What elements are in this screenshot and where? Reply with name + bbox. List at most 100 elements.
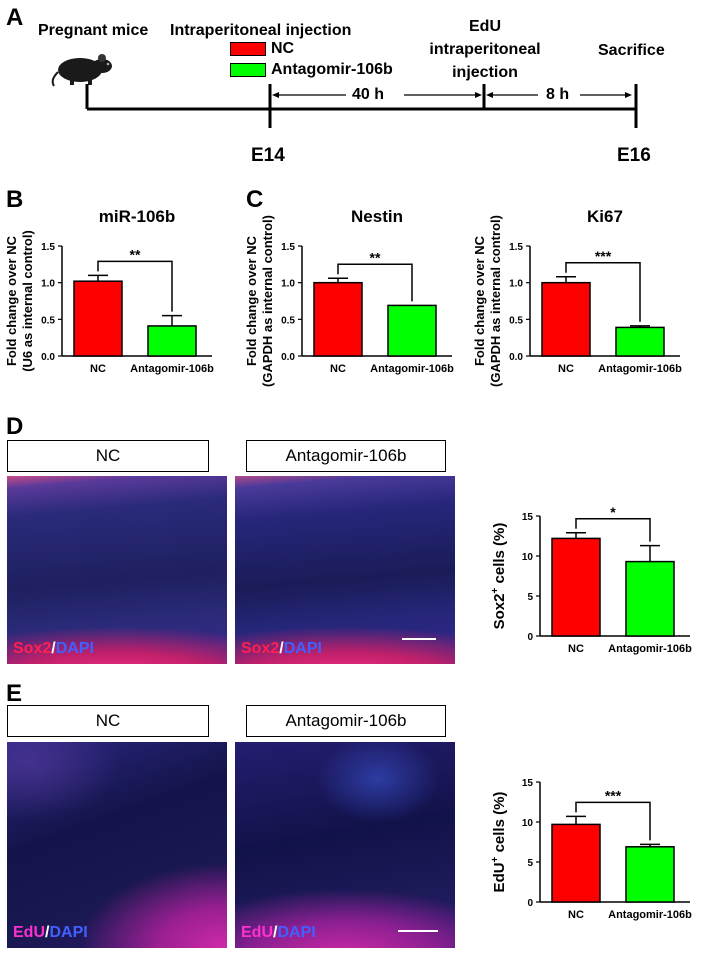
mouse-icon: [51, 54, 112, 87]
nestin-ytick-label: 0.5: [281, 315, 295, 326]
edu-xlabel-1: Antagomir-106b: [608, 909, 692, 921]
pregnant-mice-label: Pregnant mice: [38, 22, 149, 39]
timeline-lines: [85, 84, 638, 128]
mir106b-ytick-label: 0.0: [41, 352, 55, 363]
edu-ylabel-sup: +: [490, 856, 501, 862]
sox2-ylabel-name: Sox2: [491, 594, 508, 630]
mir106b-xlabel-1: Antagomir-106b: [130, 363, 214, 375]
ki67-title: Ki67: [587, 207, 623, 226]
edu-xlabel-0: NC: [568, 909, 584, 921]
day-e14: E14: [251, 145, 285, 166]
anta-legend-label: Antagomir-106b: [271, 61, 393, 78]
d-nc-stain-label: Sox2/DAPI: [13, 640, 94, 658]
nestin-title: Nestin: [351, 207, 403, 226]
ki67-xlabel-1: Antagomir-106b: [598, 363, 682, 375]
edu-ylabel: EdU+ cells (%): [490, 792, 508, 893]
sox2-bar-1: [625, 560, 675, 637]
d-nc-label-box: NC: [7, 440, 209, 472]
edu-ytick-label: 10: [522, 818, 534, 829]
e-anta-stain-edu: EdU: [241, 924, 273, 941]
nestin-sig-label: **: [370, 249, 381, 265]
d-nc-stain-sox2: Sox2: [13, 640, 52, 657]
e-anta-label-box: Antagomir-106b: [246, 705, 446, 737]
edu-ytick-label: 15: [522, 778, 534, 789]
d-nc-stain-slash: /: [51, 640, 56, 657]
edu-ylabel-name: EdU: [491, 862, 508, 892]
ki67-bar-0: [541, 281, 591, 357]
edu-bar-0: [551, 823, 601, 903]
nestin-svg: Nestin 0.0 0.5 1.0 1.5 Fold change over NC (GA…: [244, 207, 454, 387]
edu-ylabel-rest: cells (%): [491, 792, 508, 857]
d-nc-stain-dapi: DAPI: [55, 640, 94, 657]
mir106b-ylabel-1: Fold change over NC: [4, 235, 19, 366]
mir106b-ytick-label: 1.0: [41, 279, 55, 290]
edu-bar-1: [625, 846, 675, 903]
injection-label: Intraperitoneal injection: [170, 22, 352, 39]
e-nc-stain-dapi: DAPI: [49, 924, 88, 941]
edu-label-3: injection: [452, 64, 518, 81]
nestin-ylabel-2: (GAPDH as internal control): [260, 215, 275, 387]
sox2-ytick-label: 10: [522, 552, 534, 563]
nestin-bar-1: [387, 304, 437, 357]
ki67-svg: Ki67 0.0 0.5 1.0 1.5 Fold change over NC (GAPD…: [472, 207, 682, 387]
panel-letter-a: A: [6, 4, 24, 31]
anta-legend-swatch: [230, 63, 266, 77]
ki67-ylabel-2: (GAPDH as internal control): [488, 215, 503, 387]
d-anta-stain-slash: /: [279, 640, 284, 657]
panel-letter-b: B: [6, 186, 24, 213]
chart-nestin: Nestin 0.0 0.5 1.0 1.5 Fold change over NC (GA…: [240, 200, 468, 400]
e-nc-stain-slash: /: [45, 924, 50, 941]
sox2-ytick-label: 5: [527, 592, 533, 603]
e-anta-micrograph: EdU/DAPI: [235, 742, 455, 948]
e-anta-stain-dapi: DAPI: [277, 924, 316, 941]
d-anta-stain-dapi: DAPI: [283, 640, 322, 657]
mir106b-sig-label: **: [130, 246, 141, 262]
ki67-ytick-label: 0.0: [509, 352, 523, 363]
nc-legend-label: NC: [271, 40, 295, 57]
chart-sox2: 0 5 10 15 Sox2+ cells (%) NC Antagomir-106b *: [480, 496, 708, 676]
sox2-ylabel-sup: +: [490, 588, 501, 594]
nestin-ylabel-1: Fold change over NC: [244, 235, 259, 366]
e-nc-micrograph: EdU/DAPI: [7, 742, 227, 948]
nestin-sig-bracket: [337, 263, 413, 302]
sox2-bar-0: [551, 537, 601, 637]
e-nc-stain-label: EdU/DAPI: [13, 924, 88, 942]
panel-letter-c: C: [246, 186, 264, 213]
nestin-ytick-label: 1.5: [281, 242, 295, 253]
sox2-ylabel-rest: cells (%): [491, 523, 508, 588]
d-anta-micrograph: Sox2/DAPI: [235, 476, 455, 664]
nestin-ytick-label: 1.0: [281, 279, 295, 290]
ki67-sig-label: ***: [595, 248, 612, 264]
edu-sig-label: ***: [605, 787, 622, 803]
d-anta-stain-label: Sox2/DAPI: [241, 640, 322, 658]
mir106b-sig-bracket: [97, 260, 173, 312]
d-anta-label-box: Antagomir-106b: [246, 440, 446, 472]
sox2-xlabel-0: NC: [568, 643, 584, 655]
sox2-ytick-label: 0: [527, 632, 533, 643]
edu-sig-bracket: [575, 801, 651, 841]
sox2-ylabel: Sox2+ cells (%): [490, 523, 508, 630]
edu-ytick-label: 0: [527, 898, 533, 909]
day-e16: E16: [617, 145, 651, 166]
ki67-sig-bracket: [565, 262, 641, 322]
sox2-svg: 0 5 10 15 Sox2+ cells (%) NC Antagomir-106b *: [490, 504, 692, 655]
nestin-bar-0: [313, 281, 363, 357]
chart-mir106b: miR-106b 0.0 0.5 1.0 1.5 Fold change over NC(…: [0, 200, 240, 400]
ki67-xlabel-0: NC: [558, 363, 574, 375]
chart-ki67: Ki67 0.0 0.5 1.0 1.5 Fold change over NC (GAPD…: [468, 200, 708, 400]
edu-label-1: EdU: [469, 18, 501, 35]
edu-label-2: intraperitoneal: [429, 41, 541, 58]
d-nc-micrograph: Sox2/DAPI: [7, 476, 227, 664]
mir106b-title: miR-106b: [99, 207, 176, 226]
mir106b-svg: miR-106b 0.0 0.5 1.0 1.5 Fold change over NC(…: [4, 207, 214, 375]
sox2-sig-bracket: [575, 518, 651, 542]
ki67-ytick-label: 1.5: [509, 242, 523, 253]
nestin-xlabel-0: NC: [330, 363, 346, 375]
nc-legend-swatch: [230, 42, 266, 56]
nestin-ytick-label: 0.0: [281, 352, 295, 363]
mir106b-xlabel-0: NC: [90, 363, 106, 375]
nestin-xlabel-1: Antagomir-106b: [370, 363, 454, 375]
chart-edu: 0 5 10 15 EdU+ cells (%) NC Antagomir-106b ***: [480, 762, 708, 942]
sox2-sig-label: *: [610, 504, 616, 520]
mir106b-bar-0: [73, 280, 123, 357]
